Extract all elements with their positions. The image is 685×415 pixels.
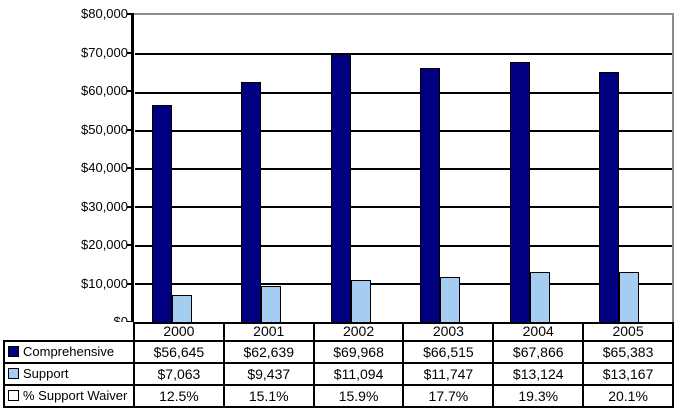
- value-cell: $66,515: [402, 340, 495, 364]
- value-cell: $62,639: [222, 340, 315, 364]
- bar-support: [350, 279, 371, 322]
- bar-comprehensive: [420, 67, 441, 322]
- year-cell: 2000: [133, 322, 225, 342]
- plot-border-right: [672, 13, 674, 324]
- bar-support: [261, 285, 282, 322]
- bar-group-2004: [485, 16, 575, 322]
- y-axis-label: $60,000: [81, 83, 128, 98]
- comprehensive-legend-marker-icon: [8, 346, 19, 357]
- gridline: [135, 206, 672, 209]
- data-table: 2000 2001 2002 2003 2004 2005 Comprehens…: [3, 322, 674, 408]
- year-cell: 2003: [402, 322, 495, 342]
- legend-label-text: Support: [23, 366, 69, 381]
- y-tick-mark: [127, 167, 133, 169]
- bars-container: [135, 16, 672, 322]
- legend-label-text: Comprehensive: [23, 344, 115, 359]
- year-cell: 2002: [312, 322, 405, 342]
- y-tick-mark: [127, 128, 133, 131]
- bar-comprehensive: [241, 82, 262, 322]
- value-cell: $67,866: [492, 340, 585, 364]
- bar-support: [171, 294, 192, 322]
- value-cell: 12.5%: [133, 384, 225, 408]
- value-cell: 20.1%: [582, 384, 674, 408]
- gridline: [135, 168, 672, 170]
- value-cell: $11,747: [402, 362, 495, 386]
- bar-group-2001: [217, 16, 307, 322]
- value-cell: 15.1%: [222, 384, 315, 408]
- gridline: [135, 53, 672, 56]
- plot-border-top: [133, 13, 674, 15]
- value-cell: $11,094: [312, 362, 405, 386]
- year-cell: 2001: [222, 322, 315, 342]
- y-axis-line: [131, 13, 134, 324]
- bar-comprehensive: [330, 54, 351, 322]
- year-header-row: 2000 2001 2002 2003 2004 2005: [4, 322, 674, 342]
- plot-area: [135, 16, 672, 322]
- value-cell: $56,645: [133, 340, 225, 364]
- legend-label-support: Support: [3, 362, 135, 386]
- year-cell: 2005: [582, 322, 674, 342]
- y-axis-label: $10,000: [81, 275, 128, 291]
- legend-label-comprehensive: Comprehensive: [3, 340, 135, 364]
- y-axis-label: $80,000: [81, 6, 128, 21]
- y-tick-mark: [127, 90, 133, 92]
- y-axis-label: $30,000: [81, 198, 128, 214]
- y-tick-mark: [127, 13, 133, 15]
- bar-support: [619, 271, 640, 322]
- value-cell: $9,437: [222, 362, 315, 386]
- y-axis-label: $70,000: [81, 44, 128, 60]
- y-tick-mark: [127, 244, 133, 246]
- bar-support: [529, 271, 550, 322]
- bar-group-2003: [396, 16, 486, 322]
- gridline: [135, 91, 672, 94]
- bar-comprehensive: [599, 71, 620, 322]
- table-row-comprehensive: Comprehensive $56,645 $62,639 $69,968 $6…: [3, 340, 674, 364]
- gridline: [135, 282, 672, 285]
- y-tick-mark: [127, 51, 133, 54]
- legend-label-support-waiver: % Support Waiver: [3, 384, 135, 408]
- value-cell: 19.3%: [492, 384, 585, 408]
- value-cell: $13,124: [492, 362, 585, 386]
- table-row-support-waiver: % Support Waiver 12.5% 15.1% 15.9% 17.7%…: [3, 384, 674, 408]
- bar-group-2000: [127, 16, 217, 322]
- bar-support: [440, 277, 461, 322]
- value-cell: $7,063: [133, 362, 225, 386]
- bar-group-2005: [575, 16, 665, 322]
- y-axis-label: $40,000: [81, 160, 128, 175]
- gridline: [135, 244, 672, 247]
- y-tick-mark: [127, 205, 133, 208]
- table-row-support: Support $7,063 $9,437 $11,094 $11,747 $1…: [3, 362, 674, 386]
- legend-label-text: % Support Waiver: [23, 388, 128, 403]
- value-cell: $65,383: [582, 340, 674, 364]
- value-cell: $69,968: [312, 340, 405, 364]
- value-cell: 17.7%: [402, 384, 495, 408]
- support-waiver-legend-marker-icon: [8, 390, 19, 401]
- bar-comprehensive: [509, 62, 530, 322]
- y-tick-mark: [127, 282, 133, 285]
- y-axis-label: $20,000: [81, 237, 128, 252]
- gridline: [135, 129, 672, 132]
- y-axis-label: $50,000: [81, 121, 128, 137]
- value-cell: 15.9%: [312, 384, 405, 408]
- bar-group-2002: [306, 16, 396, 322]
- table-corner-cell: [4, 322, 134, 341]
- year-cell: 2004: [492, 322, 585, 342]
- bar-comprehensive: [151, 105, 172, 322]
- value-cell: $13,167: [582, 362, 674, 386]
- support-legend-marker-icon: [8, 368, 19, 379]
